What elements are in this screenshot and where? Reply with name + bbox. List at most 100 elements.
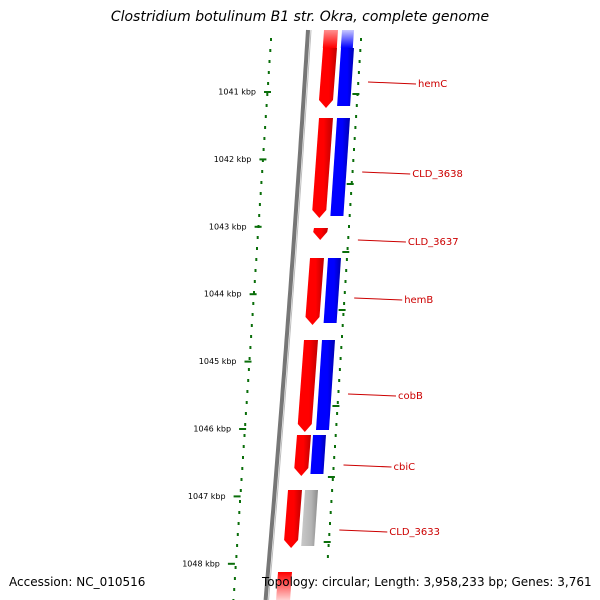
- gene-leader-line: [367, 81, 417, 85]
- track-dot: [331, 478, 334, 481]
- backbone-line: [263, 29, 310, 600]
- feature-tick-mark: [352, 93, 360, 95]
- gene-leader-line: [357, 239, 406, 243]
- kbp-tick-mark: [249, 293, 257, 296]
- cds-bar: [330, 118, 350, 216]
- track-dot: [329, 511, 332, 514]
- track-dot: [260, 181, 263, 184]
- kbp-tick-label: 1044 kbp: [204, 290, 242, 299]
- track-dot: [354, 126, 357, 129]
- track-dot: [237, 522, 240, 525]
- track-dot: [270, 38, 272, 41]
- track-dot: [349, 203, 352, 206]
- kbp-tick-label: 1042 kbp: [214, 155, 252, 164]
- gene-label: cbiC: [394, 462, 416, 473]
- track-dot: [333, 456, 336, 459]
- track-dot: [233, 577, 236, 580]
- track-dot: [261, 170, 264, 173]
- left-dot-track: [232, 38, 272, 600]
- track-dot: [263, 137, 266, 140]
- track-dot: [259, 192, 262, 195]
- track-dot: [246, 390, 249, 393]
- track-dot: [326, 555, 329, 558]
- track-dot: [256, 236, 259, 239]
- track-dot: [266, 93, 269, 96]
- track-dot: [336, 401, 339, 404]
- track-dot: [239, 489, 242, 492]
- gene-arrow: [297, 340, 318, 432]
- track-dot: [244, 423, 247, 426]
- track-dot: [262, 148, 265, 151]
- map-title: Clostridium botulinum B1 str. Okra, comp…: [110, 9, 490, 25]
- track-dot: [346, 247, 349, 250]
- track-dot: [253, 291, 255, 294]
- gene-arrow-partial-bottom: [276, 572, 292, 600]
- right-dot-track: [326, 38, 362, 558]
- track-dot: [345, 258, 348, 261]
- track-dot: [345, 269, 348, 272]
- track-dot: [255, 258, 258, 261]
- cds-bar: [316, 340, 335, 430]
- gene-leader-line: [354, 297, 403, 301]
- kbp-tick-label: 1045 kbp: [199, 357, 237, 366]
- track-dot: [249, 346, 252, 349]
- gene-label: CLD_3637: [408, 237, 459, 248]
- track-dot: [341, 335, 343, 338]
- track-dot: [252, 302, 255, 305]
- feature-tick-mark: [323, 541, 331, 543]
- track-dot: [258, 214, 261, 217]
- kbp-tick-mark: [239, 428, 247, 430]
- track-dot: [342, 313, 345, 316]
- track-dot: [258, 203, 261, 206]
- gene-leader-line: [339, 529, 388, 533]
- track-dot: [353, 148, 355, 151]
- cds-bar: [323, 258, 341, 323]
- track-dot: [236, 544, 239, 547]
- gene-arrow: [284, 490, 302, 548]
- track-dot: [332, 467, 335, 470]
- track-dot: [233, 588, 236, 591]
- track-dot: [265, 104, 268, 107]
- cds-arrow-partial-top: [340, 30, 354, 48]
- gene-arrow: [294, 435, 311, 476]
- track-dot: [334, 445, 336, 448]
- feature-tick-mark: [332, 405, 340, 407]
- kbp-tick-mark: [264, 91, 271, 93]
- cds-bar: [337, 48, 354, 106]
- gene-arrow: [313, 228, 328, 240]
- track-dot: [267, 82, 270, 85]
- feature-tick-mark: [327, 476, 335, 478]
- track-dot: [251, 313, 254, 316]
- track-dot: [242, 445, 245, 448]
- track-dot: [338, 379, 341, 382]
- track-dot: [358, 60, 361, 63]
- gene-arrow: [319, 48, 337, 108]
- kbp-tick-label: 1041 kbp: [218, 88, 256, 97]
- kbp-tick-mark: [259, 158, 267, 161]
- track-dot: [350, 192, 353, 195]
- track-dot: [343, 302, 346, 305]
- track-dot: [337, 390, 340, 393]
- track-dot: [241, 467, 244, 470]
- track-dot: [253, 280, 256, 283]
- backbone-shadow: [268, 29, 312, 600]
- kbp-tick-label: 1048 kbp: [182, 559, 220, 568]
- track-dot: [347, 236, 350, 239]
- track-dot: [256, 247, 258, 250]
- genome-info-text: Topology: circular; Length: 3,958,233 bp…: [262, 575, 592, 589]
- track-dot: [254, 269, 257, 272]
- gene-label: cobB: [398, 391, 423, 402]
- track-dot: [264, 115, 267, 118]
- kbp-tick-mark: [227, 562, 235, 565]
- feature-tick-mark: [338, 309, 346, 311]
- track-dot: [242, 456, 244, 459]
- gene-label: hemB: [404, 295, 433, 306]
- track-dot: [234, 566, 237, 569]
- track-dot: [328, 533, 331, 536]
- track-dot: [336, 412, 339, 415]
- track-dot: [250, 335, 253, 338]
- gene-arrow-partial-top: [322, 30, 338, 48]
- track-dot: [348, 225, 350, 228]
- track-dot: [338, 368, 341, 371]
- pseudo-cds-bar: [301, 490, 318, 546]
